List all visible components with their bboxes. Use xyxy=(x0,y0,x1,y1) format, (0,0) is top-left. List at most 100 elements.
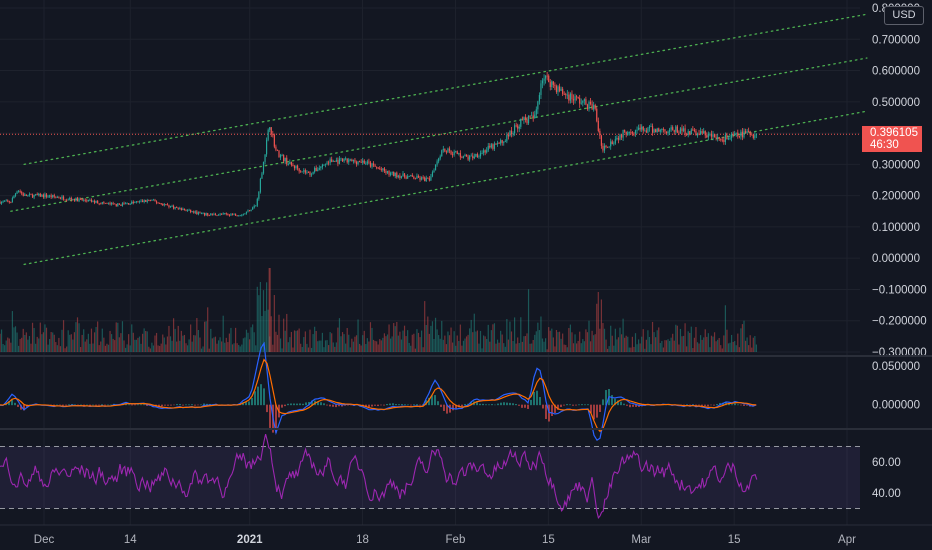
volume-bar xyxy=(456,335,458,352)
volume-bar xyxy=(445,344,447,352)
candle xyxy=(667,131,669,134)
volume-bar xyxy=(35,343,37,352)
candle xyxy=(213,213,215,215)
candle xyxy=(129,204,131,205)
macd-histogram-bar xyxy=(332,404,334,407)
volume-bar xyxy=(614,328,616,352)
candle xyxy=(464,154,466,157)
currency-button[interactable]: USD xyxy=(884,6,924,25)
macd-histogram-bar xyxy=(158,404,160,407)
candle xyxy=(662,128,664,130)
candle xyxy=(239,215,241,217)
volume-bar xyxy=(630,347,632,352)
volume-bar xyxy=(518,343,520,352)
macd-histogram-bar xyxy=(509,402,511,406)
volume-bar xyxy=(565,344,567,352)
volume-bar xyxy=(95,327,97,352)
volume-bar xyxy=(557,332,559,352)
volume-bar xyxy=(593,335,595,352)
candle xyxy=(75,197,77,201)
price-axis[interactable]: 0.8000000.7000000.6000000.5000000.400000… xyxy=(872,3,927,359)
volume-bar xyxy=(504,346,506,352)
candle xyxy=(270,127,272,135)
volume-bar xyxy=(700,335,702,352)
candle xyxy=(86,200,88,202)
candle xyxy=(44,194,46,198)
candle xyxy=(566,94,568,96)
candle xyxy=(527,115,530,124)
macd-histogram-bar xyxy=(281,404,283,408)
volume-bar xyxy=(138,336,141,352)
candle xyxy=(706,135,708,138)
candle xyxy=(600,135,602,146)
macd-histogram-bar xyxy=(74,404,76,406)
candle xyxy=(66,199,68,201)
volume-bar xyxy=(279,338,282,352)
candle xyxy=(648,126,651,129)
volume-bar xyxy=(97,321,99,352)
candle xyxy=(348,159,350,163)
candle xyxy=(224,213,226,215)
candle xyxy=(541,80,544,84)
macd-histogram-bar xyxy=(740,404,742,406)
candle xyxy=(754,135,756,138)
candle xyxy=(439,156,441,159)
volume-bar xyxy=(180,330,182,352)
candle xyxy=(569,93,571,101)
candle xyxy=(379,168,381,170)
volume-bar xyxy=(169,336,172,352)
macd-histogram-bar xyxy=(515,403,517,406)
macd-histogram-bar xyxy=(305,402,307,406)
candle xyxy=(755,134,757,136)
candle xyxy=(543,78,545,81)
time-axis[interactable]: Dec 14 2021 18 Feb 15 Mar 15 Apr xyxy=(34,534,856,546)
candle xyxy=(242,214,244,216)
macd-histogram-bar xyxy=(206,403,208,406)
volume-bar xyxy=(413,333,415,352)
volume-bar xyxy=(526,333,528,352)
price-tick-label: 0.200000 xyxy=(872,191,920,203)
candle xyxy=(62,196,65,200)
candle xyxy=(433,170,435,173)
macd-histogram-bar xyxy=(257,386,259,406)
volume-bar xyxy=(421,330,423,352)
volume-bar xyxy=(214,336,217,352)
volume-bar xyxy=(238,344,240,352)
price-tick-label: −0.300000 xyxy=(872,347,927,359)
volume-bar xyxy=(124,347,127,352)
volume-bar xyxy=(298,328,300,352)
candle xyxy=(354,159,356,162)
candle xyxy=(78,198,80,202)
candle xyxy=(363,160,365,164)
candle xyxy=(490,144,492,148)
volume-bar xyxy=(202,346,204,352)
candle xyxy=(171,205,173,207)
candle xyxy=(103,202,105,204)
volume-bar xyxy=(428,333,430,352)
candle xyxy=(47,196,49,198)
volume-bar xyxy=(93,332,96,352)
volume-bar xyxy=(675,324,677,352)
macd-histogram-bar xyxy=(746,404,748,406)
volume-bar xyxy=(371,327,373,352)
candle xyxy=(244,213,246,215)
candle xyxy=(142,200,144,202)
candle xyxy=(700,131,702,135)
candle xyxy=(591,103,593,110)
candle xyxy=(670,127,672,130)
candle xyxy=(231,214,234,216)
candle xyxy=(727,138,730,140)
volume-bar xyxy=(290,331,292,352)
volume-bar xyxy=(625,335,627,352)
candle xyxy=(616,137,618,140)
volume-bar xyxy=(379,339,381,352)
macd-histogram-bar xyxy=(518,404,520,406)
macd-histogram-bar xyxy=(737,404,739,406)
volume-bar xyxy=(332,342,334,352)
volume-bar xyxy=(647,330,649,352)
candle xyxy=(501,140,503,143)
volume-bar xyxy=(297,330,299,352)
candle xyxy=(28,194,31,196)
volume-bar xyxy=(743,320,745,352)
